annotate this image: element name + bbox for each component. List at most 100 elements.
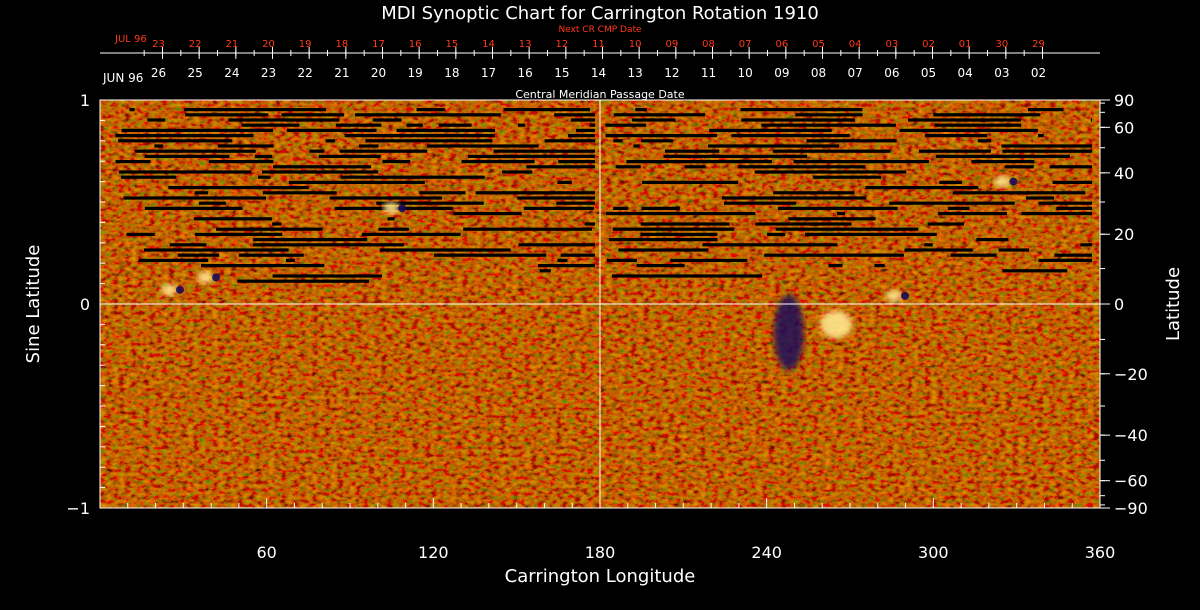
date-label: 07 [739, 39, 752, 50]
data-gap [257, 175, 271, 179]
data-gap [286, 128, 377, 132]
y-left-tick-label: 1 [80, 91, 90, 110]
data-gap [663, 154, 808, 158]
data-gap [361, 232, 461, 236]
data-gap [194, 191, 209, 195]
date-label: 23 [261, 66, 276, 80]
data-gap [764, 253, 904, 257]
data-gap [438, 123, 472, 127]
data-gap [1021, 212, 1092, 216]
data-gap [584, 222, 595, 226]
data-gap [755, 222, 852, 226]
data-gap [329, 196, 442, 200]
data-gap [1038, 258, 1092, 262]
data-gap [144, 154, 230, 158]
date-label: 19 [408, 66, 423, 80]
data-gap [537, 264, 595, 268]
data-gap [365, 139, 493, 143]
data-gap [194, 232, 283, 236]
x-tick-label: 360 [1085, 543, 1116, 562]
data-gap [426, 144, 539, 148]
data-gap [608, 238, 718, 242]
data-gap [143, 248, 289, 252]
data-gap [828, 264, 843, 268]
data-gap [335, 123, 382, 127]
date-label: 02 [922, 39, 935, 50]
bipolar-negative [1009, 177, 1018, 186]
data-gap [526, 165, 595, 169]
data-gap [359, 144, 379, 148]
data-gap [613, 206, 629, 210]
date-label: 29 [1032, 39, 1045, 50]
data-gap [927, 222, 965, 226]
data-gap [904, 248, 973, 252]
date-label: 09 [774, 66, 789, 80]
data-gap [387, 217, 395, 221]
y-axis-right: 90 60 40 20 0 −20 −40 −60 −90 [1100, 91, 1148, 518]
data-gap [372, 118, 402, 122]
data-gap [544, 139, 595, 143]
data-gap [262, 170, 379, 174]
data-gap [120, 175, 177, 179]
data-gap [560, 253, 595, 257]
date-label: 13 [519, 39, 532, 50]
bipolar-negative [212, 273, 221, 282]
data-gap [919, 149, 991, 153]
x-tick-label: 240 [751, 543, 782, 562]
bipolar-negative [901, 291, 909, 300]
data-gap [272, 222, 282, 226]
y-right-tick-label: −90 [1114, 499, 1148, 518]
data-gap [606, 258, 637, 262]
data-gap [193, 217, 272, 221]
data-gap [523, 206, 594, 210]
date-label: 23 [152, 39, 165, 50]
date-label: 24 [224, 66, 239, 80]
data-gap [281, 113, 345, 117]
data-gap [1004, 165, 1034, 169]
bipolar-negative [398, 204, 407, 213]
data-gap [605, 123, 647, 127]
data-gaps [115, 108, 1092, 283]
date-label: 12 [664, 66, 679, 80]
data-gap [262, 191, 337, 195]
data-gap [935, 154, 1070, 158]
x-tick-label: 60 [256, 543, 276, 562]
date-label: 06 [775, 39, 788, 50]
data-gap [382, 160, 411, 164]
data-gap [273, 165, 372, 169]
date-label: 25 [188, 66, 203, 80]
bipolar-positive [383, 202, 400, 215]
cmp-month-label: JUN 96 [102, 71, 143, 85]
data-gap [325, 139, 336, 143]
data-gap [237, 279, 370, 283]
date-label: 18 [335, 39, 348, 50]
y-right-tick-label: 20 [1114, 225, 1134, 244]
data-gap [977, 139, 992, 143]
data-gap [613, 113, 706, 117]
data-gap [475, 191, 595, 195]
date-label: 22 [189, 39, 202, 50]
x-axis: 60 120 180 240 300 360 [127, 498, 1116, 562]
y-axis-left-label: Sine Latitude [23, 245, 44, 364]
data-gap [309, 149, 325, 153]
data-gap [468, 154, 595, 158]
data-gap [806, 139, 897, 143]
data-gap [502, 170, 533, 174]
data-gap [1027, 108, 1064, 112]
data-gap [1090, 118, 1092, 122]
data-gap [613, 139, 623, 143]
data-gap [721, 196, 867, 200]
data-gap [115, 134, 254, 138]
data-gap [318, 154, 381, 158]
data-gap [518, 243, 595, 247]
date-label: 05 [921, 66, 936, 80]
data-gap [406, 123, 423, 127]
data-gap [253, 238, 368, 242]
data-gap [147, 118, 166, 122]
data-gap [731, 134, 850, 138]
data-gap [635, 108, 647, 112]
data-gap [618, 248, 709, 252]
date-label: 17 [372, 39, 385, 50]
data-gap [119, 170, 252, 174]
date-label: 10 [629, 39, 642, 50]
